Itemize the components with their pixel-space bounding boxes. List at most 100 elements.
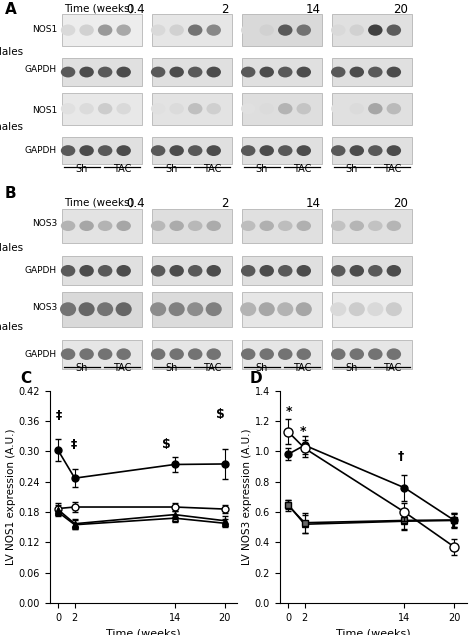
Text: Males: Males [0, 243, 23, 253]
Ellipse shape [79, 349, 94, 360]
Ellipse shape [61, 220, 75, 231]
Ellipse shape [349, 220, 364, 231]
Text: 0.4: 0.4 [126, 197, 145, 210]
Ellipse shape [349, 302, 365, 316]
Text: TAC: TAC [113, 363, 131, 373]
Ellipse shape [259, 103, 274, 114]
Y-axis label: LV NOS3 expression (A.U.): LV NOS3 expression (A.U.) [242, 429, 252, 565]
Ellipse shape [188, 220, 202, 231]
Ellipse shape [241, 145, 255, 156]
Ellipse shape [150, 302, 166, 316]
Ellipse shape [61, 25, 75, 36]
Ellipse shape [349, 67, 364, 77]
Bar [332, 93, 412, 125]
Bar [242, 208, 322, 243]
Text: ‡: ‡ [56, 409, 62, 422]
Ellipse shape [297, 103, 311, 114]
Ellipse shape [387, 265, 401, 277]
Ellipse shape [331, 349, 346, 360]
Text: 20: 20 [393, 197, 408, 210]
Ellipse shape [387, 220, 401, 231]
Text: †: † [450, 518, 456, 530]
Ellipse shape [117, 145, 131, 156]
Ellipse shape [151, 67, 165, 77]
Ellipse shape [278, 265, 292, 277]
Ellipse shape [188, 25, 202, 36]
Text: NOS1: NOS1 [32, 25, 57, 34]
Ellipse shape [61, 145, 75, 156]
Ellipse shape [207, 67, 221, 77]
Ellipse shape [241, 349, 255, 360]
Ellipse shape [278, 67, 292, 77]
Text: Sh: Sh [255, 363, 268, 373]
Ellipse shape [207, 103, 221, 114]
Ellipse shape [98, 265, 112, 277]
Bar [62, 137, 142, 164]
Ellipse shape [277, 302, 293, 316]
Ellipse shape [297, 67, 311, 77]
Ellipse shape [297, 220, 311, 231]
Ellipse shape [61, 67, 75, 77]
Ellipse shape [116, 302, 132, 316]
Bar [62, 93, 142, 125]
Ellipse shape [331, 265, 346, 277]
Text: Females: Females [0, 321, 23, 331]
Text: †: † [397, 450, 403, 464]
Ellipse shape [79, 145, 94, 156]
Text: GAPDH: GAPDH [25, 266, 57, 275]
Ellipse shape [241, 103, 255, 114]
Ellipse shape [151, 145, 165, 156]
Text: Sh: Sh [165, 164, 178, 174]
Bar [332, 340, 412, 369]
Text: GAPDH: GAPDH [25, 350, 57, 359]
Ellipse shape [79, 265, 94, 277]
Ellipse shape [387, 103, 401, 114]
Ellipse shape [368, 25, 383, 36]
Ellipse shape [241, 67, 255, 77]
Ellipse shape [368, 145, 383, 156]
Ellipse shape [387, 145, 401, 156]
Ellipse shape [259, 349, 274, 360]
Text: TAC: TAC [203, 363, 221, 373]
Bar [62, 340, 142, 369]
Ellipse shape [79, 103, 94, 114]
Ellipse shape [188, 103, 202, 114]
Bar [242, 14, 322, 46]
Ellipse shape [169, 25, 184, 36]
Text: NOS3: NOS3 [32, 304, 57, 312]
Ellipse shape [297, 349, 311, 360]
X-axis label: Time (weeks): Time (weeks) [106, 629, 181, 635]
Ellipse shape [98, 25, 112, 36]
Ellipse shape [61, 265, 75, 277]
Ellipse shape [368, 349, 383, 360]
Ellipse shape [98, 349, 112, 360]
Ellipse shape [331, 25, 346, 36]
Text: ‡: ‡ [70, 438, 77, 451]
Ellipse shape [98, 145, 112, 156]
Ellipse shape [207, 220, 221, 231]
Ellipse shape [169, 67, 184, 77]
Ellipse shape [206, 302, 222, 316]
Ellipse shape [169, 265, 184, 277]
Bar [152, 58, 232, 86]
Ellipse shape [151, 25, 165, 36]
Ellipse shape [169, 145, 184, 156]
Text: 20: 20 [393, 4, 408, 17]
Bar [152, 14, 232, 46]
Ellipse shape [259, 220, 274, 231]
X-axis label: Time (weeks): Time (weeks) [336, 629, 410, 635]
Ellipse shape [297, 265, 311, 277]
Ellipse shape [151, 103, 165, 114]
Ellipse shape [97, 302, 113, 316]
Text: 0.4: 0.4 [126, 4, 145, 17]
Text: 2: 2 [221, 4, 229, 17]
Bar [62, 58, 142, 86]
Text: 14: 14 [305, 4, 320, 17]
Text: Females: Females [0, 123, 23, 133]
Text: Sh: Sh [165, 363, 178, 373]
Bar [332, 257, 412, 285]
Ellipse shape [187, 302, 203, 316]
Text: *: * [285, 405, 292, 418]
Text: TAC: TAC [383, 363, 401, 373]
Ellipse shape [60, 302, 76, 316]
